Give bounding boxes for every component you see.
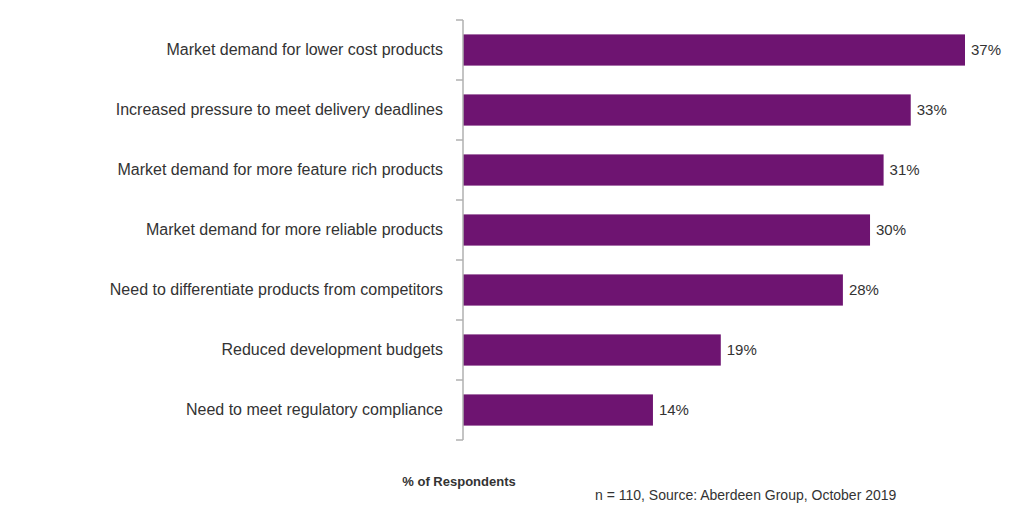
x-axis-label: % of Respondents — [402, 474, 515, 489]
category-label: Market demand for more reliable products — [146, 221, 443, 238]
category-label: Market demand for more feature rich prod… — [118, 161, 443, 178]
category-label: Need to meet regulatory compliance — [186, 401, 443, 418]
data-label: 33% — [917, 101, 947, 118]
source-note: n = 110, Source: Aberdeen Group, October… — [595, 487, 897, 503]
bar — [463, 94, 911, 125]
data-label: 28% — [849, 281, 879, 298]
category-label: Increased pressure to meet delivery dead… — [116, 101, 443, 118]
data-label: 37% — [971, 41, 1001, 58]
category-separator — [456, 79, 463, 81]
bar — [463, 214, 870, 245]
category-separator — [456, 319, 463, 321]
chart: Market demand for lower cost products Inc… — [0, 0, 1024, 519]
bar — [463, 34, 965, 65]
bar — [463, 394, 653, 425]
category-separator — [456, 259, 463, 261]
data-label: 31% — [890, 161, 920, 178]
category-separator — [456, 19, 463, 21]
category-label: Market demand for lower cost products — [166, 41, 443, 58]
category-label: Need to differentiate products from comp… — [110, 281, 443, 298]
bar — [463, 274, 843, 305]
category-separator — [456, 199, 463, 201]
category-separator — [456, 439, 463, 441]
category-label: Reduced development budgets — [222, 341, 444, 358]
bars — [463, 34, 965, 425]
bar — [463, 334, 721, 365]
data-label: 19% — [727, 341, 757, 358]
category-axis-line — [462, 20, 464, 440]
data-label: 30% — [876, 221, 906, 238]
bar — [463, 154, 884, 185]
chart-container: Market demand for lower cost products Inc… — [0, 0, 1024, 519]
category-separator — [456, 379, 463, 381]
category-separator — [456, 139, 463, 141]
data-label: 14% — [659, 401, 689, 418]
